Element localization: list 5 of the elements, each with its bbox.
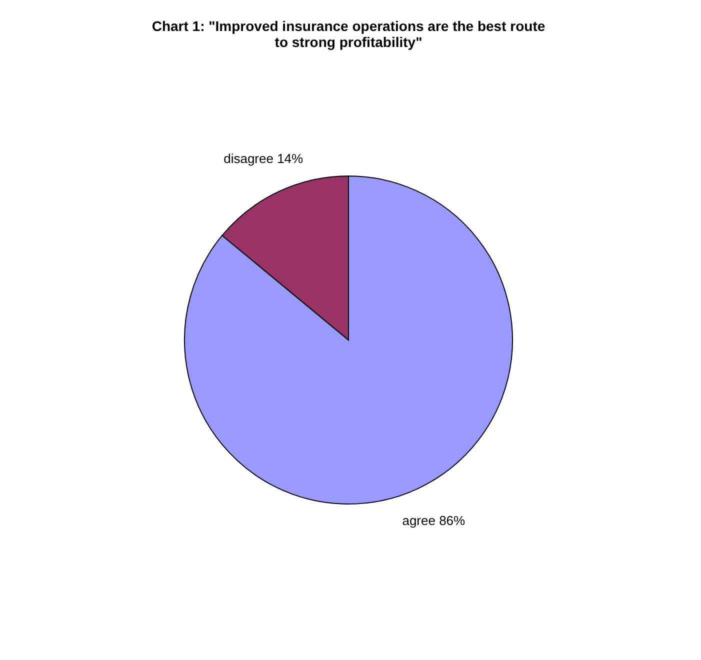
text: to strong profitability" bbox=[274, 34, 422, 50]
text: Chart 1: "Improved insurance operations are the best route bbox=[152, 18, 546, 34]
pie-slice bbox=[184, 176, 513, 504]
slice-label: disagree 14% bbox=[224, 151, 304, 166]
slice-label: agree 86% bbox=[402, 512, 466, 528]
